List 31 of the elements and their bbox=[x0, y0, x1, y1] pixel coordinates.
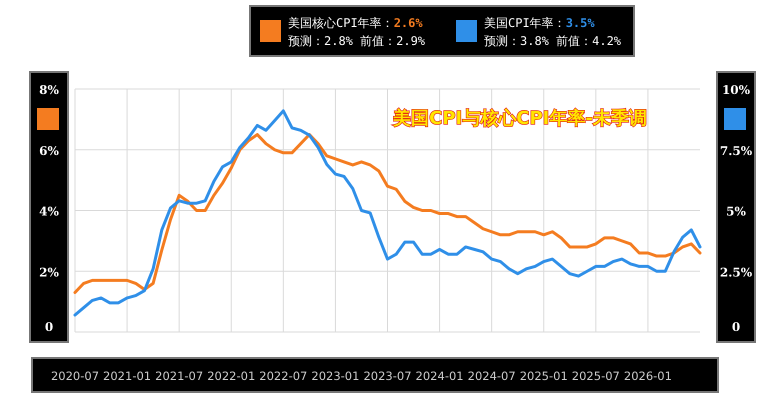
x-tick-label: 2024-07 bbox=[468, 369, 516, 383]
text: 预测：3.8% 前值：4.2% bbox=[484, 34, 622, 48]
legend-label: 美国核心CPI年率： bbox=[288, 16, 394, 30]
y-tick-label: 0 bbox=[44, 320, 54, 334]
x-tick-label: 2025-07 bbox=[572, 369, 620, 383]
y-tick-label: 2% bbox=[39, 265, 60, 280]
x-tick-label: 2022-01 bbox=[207, 369, 256, 383]
y-tick-label: 8% bbox=[39, 83, 60, 97]
text: 美国CPI与核心CPI年率-未季调 bbox=[392, 108, 647, 129]
y2-tick-label: 10% bbox=[722, 83, 751, 97]
text: 预测：2.8% 前值：2.9% bbox=[288, 34, 426, 48]
x-tick-label: 2021-07 bbox=[155, 369, 204, 383]
x-tick-label: 2023-01 bbox=[311, 369, 360, 383]
y2-tick-label: 7.5% bbox=[720, 144, 753, 158]
x-tick-label: 2025-01 bbox=[520, 369, 568, 383]
text: 3.5% bbox=[566, 16, 595, 30]
x-tick-label: 2021-01 bbox=[103, 369, 152, 383]
text: 2.6% bbox=[394, 16, 423, 30]
x-tick-label: 2020-07 bbox=[50, 369, 100, 383]
line-series bbox=[74, 109, 702, 316]
y2-tick-label: 2.5% bbox=[720, 265, 753, 280]
y2-tick-label: 0 bbox=[732, 320, 740, 334]
x-tick-label: 2023-07 bbox=[363, 369, 412, 383]
x-tick-label: 2024-01 bbox=[416, 369, 464, 383]
y-tick-label: 4% bbox=[39, 204, 60, 218]
line-series bbox=[74, 133, 702, 294]
x-tick-label: 2022-07 bbox=[259, 369, 308, 383]
legend-label: 美国CPI年率： bbox=[484, 16, 566, 30]
y2-tick-label: 5% bbox=[726, 204, 746, 218]
y-tick-label: 6% bbox=[39, 144, 60, 158]
x-tick-label: 2026-01 bbox=[624, 369, 672, 383]
